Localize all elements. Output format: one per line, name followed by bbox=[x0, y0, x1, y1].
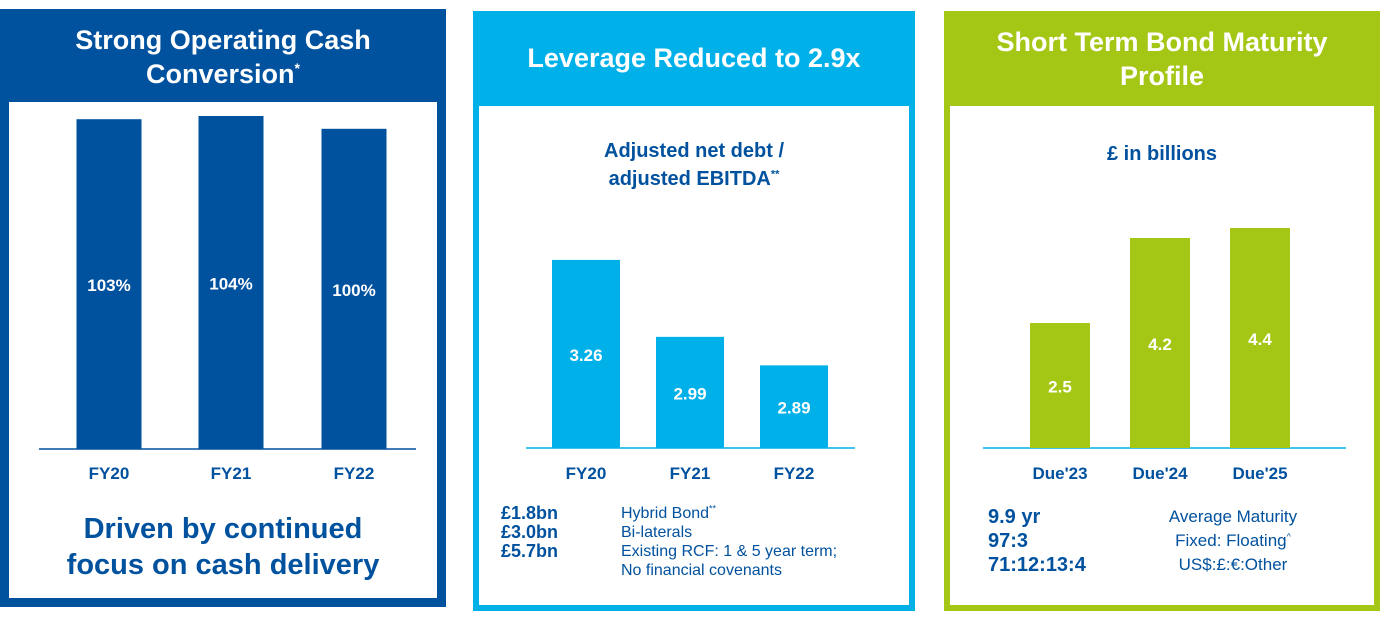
title-footnote-mark: * bbox=[294, 59, 300, 76]
note-row: £3.0bn Bi-laterals bbox=[501, 523, 837, 542]
note-key: £5.7bn bbox=[501, 541, 559, 561]
stat-key: 71:12:13:4 bbox=[988, 554, 1086, 576]
category-label: FY20 bbox=[89, 464, 130, 483]
data-label: 2.99 bbox=[673, 384, 706, 403]
data-label: 100% bbox=[332, 281, 375, 300]
leverage-title: Leverage Reduced to 2.9x bbox=[527, 43, 861, 73]
note-text-value: Hybrid Bond bbox=[621, 505, 710, 522]
stat-text: Average Maturity bbox=[1168, 507, 1298, 526]
category-label: FY20 bbox=[566, 464, 607, 483]
bond-maturity-body: £ in billions 2.5 Due'23 4.2 Due'24 4.4 Due'2… bbox=[950, 106, 1374, 605]
note-row: £1.8bn Hybrid Bond** bbox=[501, 504, 837, 523]
footer-line-2: focus on cash delivery bbox=[66, 549, 380, 581]
leverage-panel: Leverage Reduced to 2.9x Adjusted net de… bbox=[473, 11, 915, 611]
cash-conversion-footer: Driven by continued focus on cash delive… bbox=[9, 511, 437, 583]
note-text: Existing RCF: 1 & 5 year term; bbox=[621, 543, 838, 560]
cash-conversion-title: Strong Operating Cash Conversion* bbox=[0, 9, 446, 102]
note-text: Bi-laterals bbox=[621, 524, 693, 541]
note-key bbox=[501, 561, 621, 580]
bar-fy22 bbox=[760, 365, 828, 448]
category-label: FY21 bbox=[670, 464, 711, 483]
leverage-notes: £1.8bn Hybrid Bond** £3.0bn Bi-laterals £5… bbox=[501, 504, 837, 580]
data-label: 4.4 bbox=[1248, 330, 1272, 349]
stat-footnote-mark: ^ bbox=[1286, 531, 1291, 542]
bar-fy20 bbox=[552, 259, 620, 448]
cash-conversion-title-text: Strong Operating Cash Conversion bbox=[75, 24, 371, 89]
stat-text-value: Fixed: Floating bbox=[1175, 531, 1287, 550]
category-label: FY22 bbox=[334, 464, 375, 483]
stat-row: 97:3 Fixed: Floating^ bbox=[988, 529, 1328, 553]
data-label: 4.2 bbox=[1148, 335, 1172, 354]
subtitle-line-2: adjusted EBITDA bbox=[608, 168, 771, 190]
data-label: 104% bbox=[209, 275, 252, 294]
note-row: No financial covenants bbox=[501, 561, 837, 580]
cash-conversion-panel: Strong Operating Cash Conversion* 103% FY… bbox=[0, 9, 446, 607]
data-label: 3.26 bbox=[569, 346, 602, 365]
category-label: FY21 bbox=[211, 464, 252, 483]
note-footnote-mark: ** bbox=[709, 503, 717, 514]
footer-line-1: Driven by continued bbox=[83, 513, 363, 545]
stat-key: 9.9 yr bbox=[988, 506, 1041, 528]
data-label: 2.5 bbox=[1048, 378, 1072, 397]
category-label: Due'23 bbox=[1032, 464, 1087, 483]
subtitle-line-1: Adjusted net debt / bbox=[604, 140, 784, 162]
bar-fy21 bbox=[656, 336, 724, 448]
note-key: £3.0bn bbox=[501, 522, 559, 542]
note-row: £5.7bn Existing RCF: 1 & 5 year term; bbox=[501, 542, 837, 561]
bond-maturity-subtitle: £ in billions bbox=[1106, 143, 1217, 165]
bond-maturity-chart: 2.5 Due'23 4.2 Due'24 4.4 Due'25 bbox=[983, 228, 1346, 483]
bar-fy20 bbox=[76, 119, 142, 450]
stat-row: 9.9 yr Average Maturity bbox=[988, 505, 1328, 529]
bond-maturity-title-text: Short Term Bond Maturity Profile bbox=[996, 26, 1328, 91]
category-label: FY22 bbox=[774, 464, 815, 483]
note-text: No financial covenants bbox=[621, 562, 782, 579]
bond-maturity-title: Short Term Bond Maturity Profile bbox=[944, 11, 1380, 106]
leverage-chart: 3.26 FY20 2.99 FY21 2.89 FY22 bbox=[526, 259, 855, 483]
leverage-subtitle: Adjusted net debt / adjusted EBITDA** bbox=[479, 137, 909, 193]
cash-conversion-chart: 103% FY20 104% FY21 100% FY22 bbox=[39, 116, 416, 483]
bar-due24 bbox=[1130, 238, 1190, 448]
note-key: £1.8bn bbox=[501, 503, 559, 523]
bond-stats: 9.9 yr Average Maturity 97:3 Fixed: Floati… bbox=[988, 505, 1328, 577]
stat-key: 97:3 bbox=[988, 530, 1029, 552]
leverage-body: Adjusted net debt / adjusted EBITDA** 3.… bbox=[479, 106, 909, 605]
bond-maturity-panel: Short Term Bond Maturity Profile £ in bi… bbox=[944, 11, 1380, 611]
cash-conversion-body: 103% FY20 104% FY21 100% FY22 Driven by conti… bbox=[9, 102, 437, 598]
subtitle-footnote-mark: ** bbox=[770, 168, 780, 181]
bar-due25 bbox=[1230, 228, 1290, 448]
bar-due23 bbox=[1030, 323, 1090, 448]
note-text: Hybrid Bond** bbox=[621, 504, 716, 523]
stat-text: Fixed: Floating^ bbox=[1138, 529, 1328, 553]
category-label: Due'24 bbox=[1132, 464, 1188, 483]
category-label: Due'25 bbox=[1232, 464, 1287, 483]
stat-text: US$:£:€:Other bbox=[1178, 555, 1288, 574]
bar-fy22 bbox=[321, 128, 387, 450]
data-label: 2.89 bbox=[777, 399, 810, 418]
bar-fy21 bbox=[198, 116, 264, 449]
stat-row: 71:12:13:4 US$:£:€:Other bbox=[988, 553, 1328, 577]
data-label: 103% bbox=[87, 276, 130, 295]
